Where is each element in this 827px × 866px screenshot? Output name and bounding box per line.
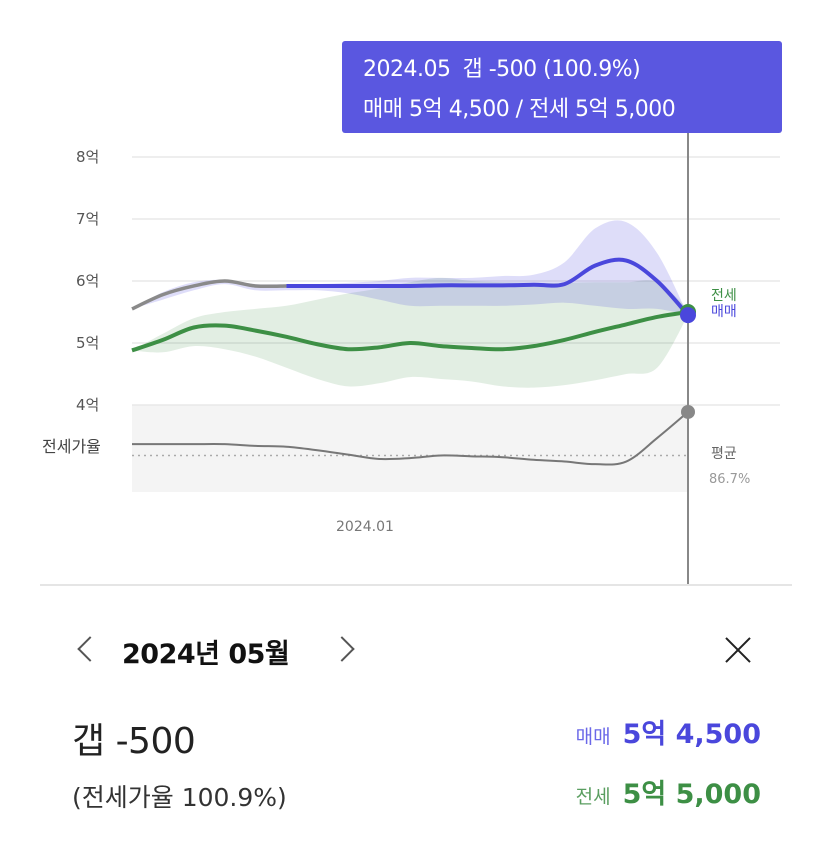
jeonse-price-row: 전세 5억 5,000 [576,772,761,811]
jeonse-line [131,310,689,353]
close-icon[interactable] [722,634,754,666]
jeonse-price-value: 5억 5,000 [622,779,761,810]
tooltip-gap: 갭 -500 (100.9%) [462,57,641,82]
jeonse-end-label: 전세 [711,288,737,304]
ratio-label: 전세가율 [42,437,101,456]
y-tick-label: 5억 [76,334,99,352]
chart-tooltip: 2024.05 갭 -500 (100.9%) 매매 5억 4,500 / 전세 … [342,41,782,133]
average-value: 86.7% [709,472,750,487]
gap-value: 갭 -500 [72,721,196,762]
jeonse-range-band [132,277,688,388]
tooltip-date: 2024.05 [363,57,451,82]
y-tick-label: 7억 [76,210,99,228]
sale-line-past [131,279,287,311]
chevron-right-icon[interactable] [332,632,360,668]
month-navigation: 2024년 05월 [0,610,827,690]
ratio-marker [681,404,695,419]
sale-price-row: 매매 5억 4,500 [576,712,761,751]
tooltip-detail: 매매 5억 4,500 / 전세 5억 5,000 [363,97,676,122]
sale-range-band [132,220,688,316]
sale-marker [680,307,696,324]
chevron-left-icon[interactable] [72,632,100,668]
sale-price-label: 매매 [575,726,611,748]
jeonse-ratio-text: (전세가율 100.9%) [72,783,287,812]
x-tick-label: 2024.01 [336,519,394,535]
ratio-panel-bg [132,405,688,492]
selected-month: 2024년 05월 [122,639,290,670]
y-tick-label: 6억 [76,272,99,290]
y-tick-label: 8억 [76,148,99,166]
jeonse-price-label: 전세 [575,786,611,808]
sale-line [286,257,690,317]
ratio-line [132,411,689,466]
sale-price-value: 5억 4,500 [622,719,761,750]
y-tick-label: 4억 [76,396,99,414]
sale-end-label: 매매 [711,304,737,320]
average-label: 평균 [711,446,737,462]
